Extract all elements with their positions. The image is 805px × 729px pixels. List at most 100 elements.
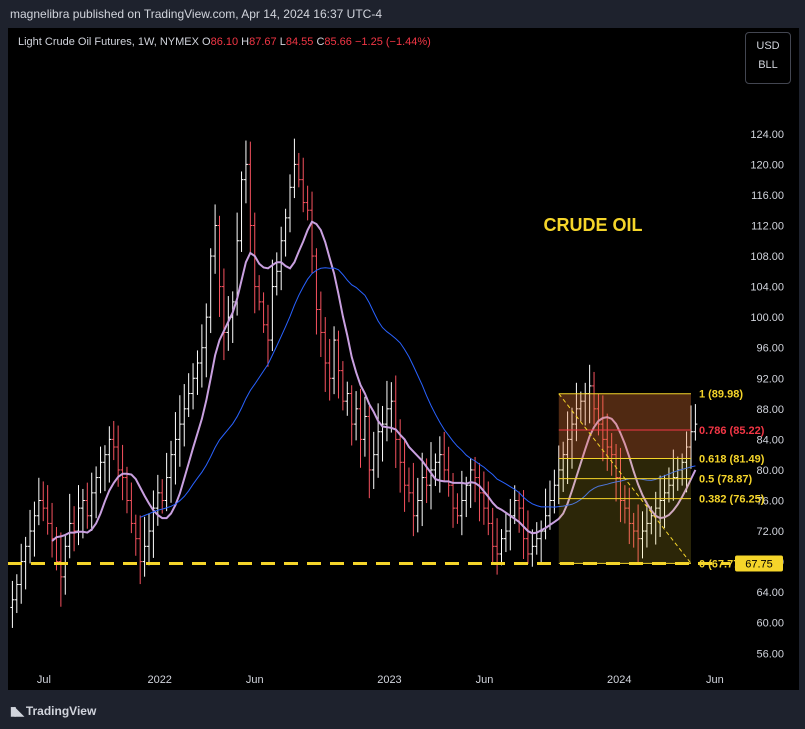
ohlc-bar (521, 490, 526, 560)
high-label: H (241, 36, 250, 48)
ohlc-bar (142, 516, 147, 577)
ohlc-bar (402, 440, 407, 512)
ohlc-bar (486, 481, 491, 536)
y-tick-label: 84.00 (756, 434, 784, 446)
ohlc-bar (58, 532, 63, 607)
ohlc-bar (213, 204, 218, 274)
ohlc-bar (618, 447, 623, 523)
ohlc-bar (499, 529, 504, 566)
unit-selector[interactable]: USD BLL (745, 32, 791, 84)
ohlc-bar (592, 371, 597, 425)
ohlc-bar (455, 493, 460, 524)
ohlc-bar (14, 574, 19, 614)
ohlc-bar (446, 446, 451, 497)
ohlc-bar (217, 215, 222, 317)
ohlc-bar (495, 518, 500, 575)
tradingview-brand[interactable]: ▮◣ TradingView (10, 704, 96, 718)
ohlc-bar (644, 501, 649, 548)
ohlc-bar (208, 248, 213, 334)
publisher-info: magnelibra published on TradingView.com,… (10, 7, 383, 21)
fib-level-label: 0.382 (76.25) (699, 494, 765, 506)
ohlc-bar (261, 292, 266, 333)
ohlc-bar (155, 474, 160, 526)
ohlc-bar (605, 413, 610, 471)
ma-slow-line (140, 267, 696, 518)
ohlc-bar (609, 433, 614, 476)
y-tick-label: 112.00 (751, 220, 784, 232)
currency-unit[interactable]: USD (756, 40, 780, 52)
ohlc-bar (345, 381, 350, 416)
ohlc-bar (336, 330, 341, 399)
ohlc-bar (177, 395, 182, 467)
ohlc-bar (72, 506, 77, 552)
support-price-badge (735, 555, 783, 572)
ohlc-bar (662, 474, 667, 528)
chart-area[interactable]: 124.00 120.00 116.00 112.00 108.00 104.00 100.… (8, 28, 799, 690)
ohlc-bar (376, 403, 381, 478)
x-tick-label: Jul (37, 674, 51, 686)
ohlc-bar (305, 185, 310, 221)
ohlc-bar (429, 442, 434, 510)
ohlc-bar (199, 324, 204, 388)
ohlc-bar (111, 420, 116, 461)
open-label: O (202, 36, 211, 48)
ohlc-bar (63, 535, 68, 595)
ohlc-bar (323, 317, 328, 392)
chart-background (8, 28, 799, 690)
ohlc-bar (406, 467, 411, 503)
ohlc-bar (525, 510, 530, 565)
top-bar: magnelibra published on TradingView.com,… (0, 0, 805, 28)
y-tick-label: 124.00 (750, 129, 784, 141)
ohlc-bar (98, 446, 103, 494)
fib-upper-zone (558, 393, 691, 459)
ohlc-bar (389, 382, 394, 433)
ohlc-bar (10, 580, 15, 628)
y-tick-label: 76.00 (756, 495, 784, 507)
ohlc-bar (534, 522, 539, 555)
ohlc-bar (517, 491, 522, 533)
ohlc-bar (556, 445, 561, 505)
ohlc-bars (10, 138, 698, 628)
ohlc-bar (565, 411, 570, 485)
ohlc-bar (614, 443, 619, 502)
ohlc-bar (279, 226, 284, 291)
y-tick-label: 96.00 (756, 343, 784, 355)
ohlc-bar (120, 444, 125, 501)
bottom-bar: ▮◣ TradingView (0, 698, 805, 729)
ohlc-bar (45, 485, 50, 535)
ohlc-bar (693, 404, 698, 441)
ohlc-bar (362, 396, 367, 457)
ohlc-bar (349, 385, 354, 446)
y-tick-label: 120.00 (750, 159, 784, 171)
ohlc-bar (578, 391, 583, 422)
y-tick-label: 104.00 (750, 282, 784, 294)
ohlc-bar (314, 248, 319, 335)
volume-unit[interactable]: BLL (758, 59, 778, 71)
ohlc-bar (129, 482, 134, 534)
ohlc-bar (384, 380, 389, 442)
high-value: 87.67 (249, 36, 277, 48)
ohlc-bar (182, 384, 187, 447)
ohlc-bar (191, 363, 196, 410)
chart-title: CRUDE OIL (544, 215, 643, 235)
ohlc-bar (561, 441, 566, 492)
y-tick-label: 92.00 (756, 373, 784, 385)
ohlc-bar (393, 375, 398, 468)
ohlc-bar (257, 275, 262, 311)
ohlc-bar (186, 373, 191, 418)
y-tick-label: 64.00 (756, 587, 784, 599)
ohlc-bar (85, 482, 90, 529)
chart-svg[interactable]: 124.00 120.00 116.00 112.00 108.00 104.00 100.… (8, 28, 799, 690)
y-tick-label: 56.00 (756, 648, 784, 660)
ohlc-bar (274, 252, 279, 296)
ohlc-bar (318, 291, 323, 358)
y-tick-label: 100.00 (750, 312, 784, 324)
ohlc-bar (574, 382, 579, 442)
ohlc-bar (380, 405, 385, 462)
symbol-legend: Light Crude Oil Futures, 1W, NYMEX O86.1… (18, 36, 431, 48)
ohlc-bar (89, 472, 94, 531)
ohlc-bar (36, 477, 41, 526)
ohlc-bar (283, 208, 288, 257)
open-value: 86.10 (210, 36, 239, 48)
x-tick-label: 2023 (377, 674, 401, 686)
